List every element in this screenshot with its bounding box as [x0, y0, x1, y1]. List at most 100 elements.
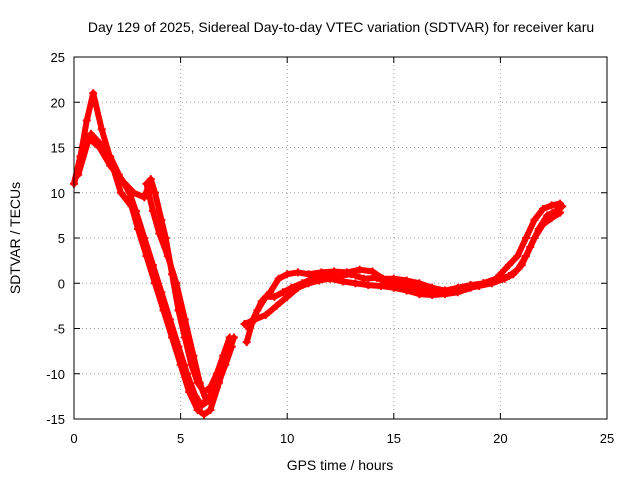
data-point [240, 319, 249, 328]
y-tick-label: 20 [51, 95, 65, 110]
axis-ticks: 0 5 10 15 20 25 -15 -10 -5 0 5 10 15 20 25 [46, 50, 614, 446]
data-point [206, 405, 215, 414]
data-point [272, 301, 281, 310]
data-point [146, 175, 155, 184]
data-point [157, 288, 166, 297]
x-tick-label: 25 [600, 431, 614, 446]
data-point [274, 274, 283, 283]
y-tick-label: 15 [51, 141, 65, 156]
data-point [163, 252, 172, 261]
series-line-track-f [245, 203, 566, 332]
data-point [172, 279, 181, 288]
data-point [479, 279, 488, 288]
data-point [270, 292, 279, 301]
y-tick-label: 10 [51, 186, 65, 201]
data-point [415, 290, 424, 299]
y-axis-label: SDTVAR / TECUs [7, 182, 23, 294]
data-point [504, 272, 513, 281]
data-point [155, 229, 164, 238]
data-point [217, 369, 226, 378]
data-point [304, 279, 313, 288]
data-point [225, 342, 234, 351]
data-point [261, 292, 270, 301]
data-point [521, 252, 530, 261]
data-point [547, 201, 556, 210]
data-point [440, 290, 449, 299]
data-point [364, 281, 373, 290]
data-point [84, 134, 93, 143]
data-point [208, 387, 217, 396]
y-tick-label: -15 [46, 412, 65, 427]
data-point [202, 396, 211, 405]
data-point [539, 205, 548, 214]
data-point [539, 220, 548, 229]
chart-title: Day 129 of 2025, Sidereal Day-to-day VTE… [88, 19, 594, 35]
data-point [513, 265, 522, 274]
data-point [89, 89, 98, 98]
data-point [242, 338, 251, 347]
data-series-group [70, 89, 567, 419]
data-point [157, 215, 166, 224]
data-point [151, 188, 160, 197]
data-point [402, 286, 411, 295]
data-point [530, 234, 539, 242]
data-point [283, 292, 292, 301]
data-point [225, 333, 234, 342]
data-point [338, 277, 347, 286]
y-tick-label: 0 [58, 276, 65, 291]
data-point [547, 214, 556, 223]
data-point [74, 170, 83, 179]
series-line-track-b [71, 130, 235, 409]
data-point [129, 188, 138, 197]
data-point [182, 369, 191, 378]
data-point [453, 288, 462, 297]
y-tick-label: -10 [46, 367, 65, 382]
data-point [389, 283, 398, 292]
data-point [180, 315, 189, 324]
data-point [191, 392, 200, 401]
data-point [558, 202, 567, 211]
data-point [244, 324, 253, 333]
data-point [97, 125, 106, 134]
data-point [174, 342, 183, 351]
data-point [165, 315, 174, 324]
data-point [106, 161, 115, 170]
data-point [140, 234, 149, 242]
data-point [197, 401, 206, 410]
data-point [142, 179, 151, 188]
data-point [131, 206, 140, 215]
data-point [283, 270, 292, 279]
data-point [504, 261, 513, 270]
x-tick-label: 10 [280, 431, 294, 446]
y-tick-label: -5 [53, 322, 65, 337]
data-point [351, 279, 360, 288]
data-point [530, 215, 539, 224]
data-point [492, 276, 501, 285]
data-point [251, 315, 260, 324]
data-point [278, 288, 287, 297]
data-point [95, 143, 104, 152]
data-point [116, 188, 125, 197]
grid [74, 57, 607, 419]
data-point [347, 270, 356, 279]
data-point [193, 405, 202, 414]
data-point [513, 252, 522, 261]
series-line-track-g [241, 209, 564, 327]
data-point [304, 270, 313, 279]
data-point [148, 261, 157, 270]
data-point [195, 378, 204, 387]
y-tick-label: 5 [58, 231, 65, 246]
x-tick-label: 15 [387, 431, 401, 446]
data-point [116, 175, 125, 184]
y-tick-label: 25 [51, 50, 65, 65]
data-point [293, 268, 302, 277]
data-point [189, 351, 198, 360]
data-point [428, 291, 437, 300]
data-point [200, 410, 209, 419]
data-point [355, 265, 364, 274]
data-point [556, 208, 565, 217]
x-tick-label: 0 [70, 431, 77, 446]
data-point [253, 306, 262, 315]
data-point [466, 283, 475, 292]
